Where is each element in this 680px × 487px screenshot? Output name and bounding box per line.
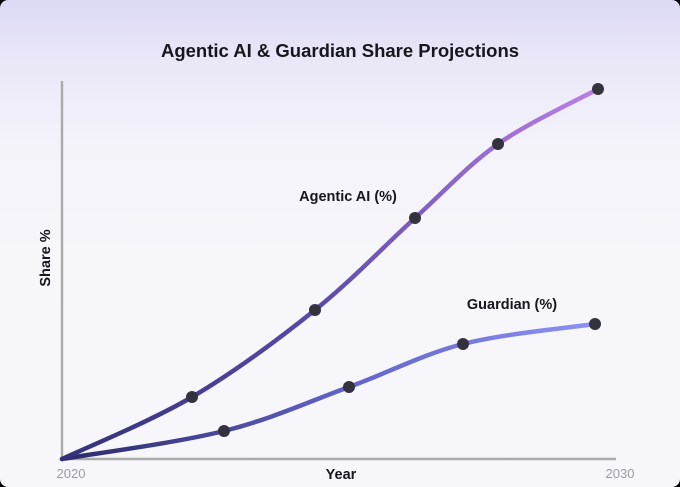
svg-text:Year: Year	[326, 467, 357, 483]
svg-text:Guardian (%): Guardian (%)	[467, 297, 557, 313]
svg-text:2030: 2030	[606, 466, 635, 481]
svg-text:Agentic AI (%): Agentic AI (%)	[299, 189, 397, 205]
svg-text:2020: 2020	[57, 466, 86, 481]
